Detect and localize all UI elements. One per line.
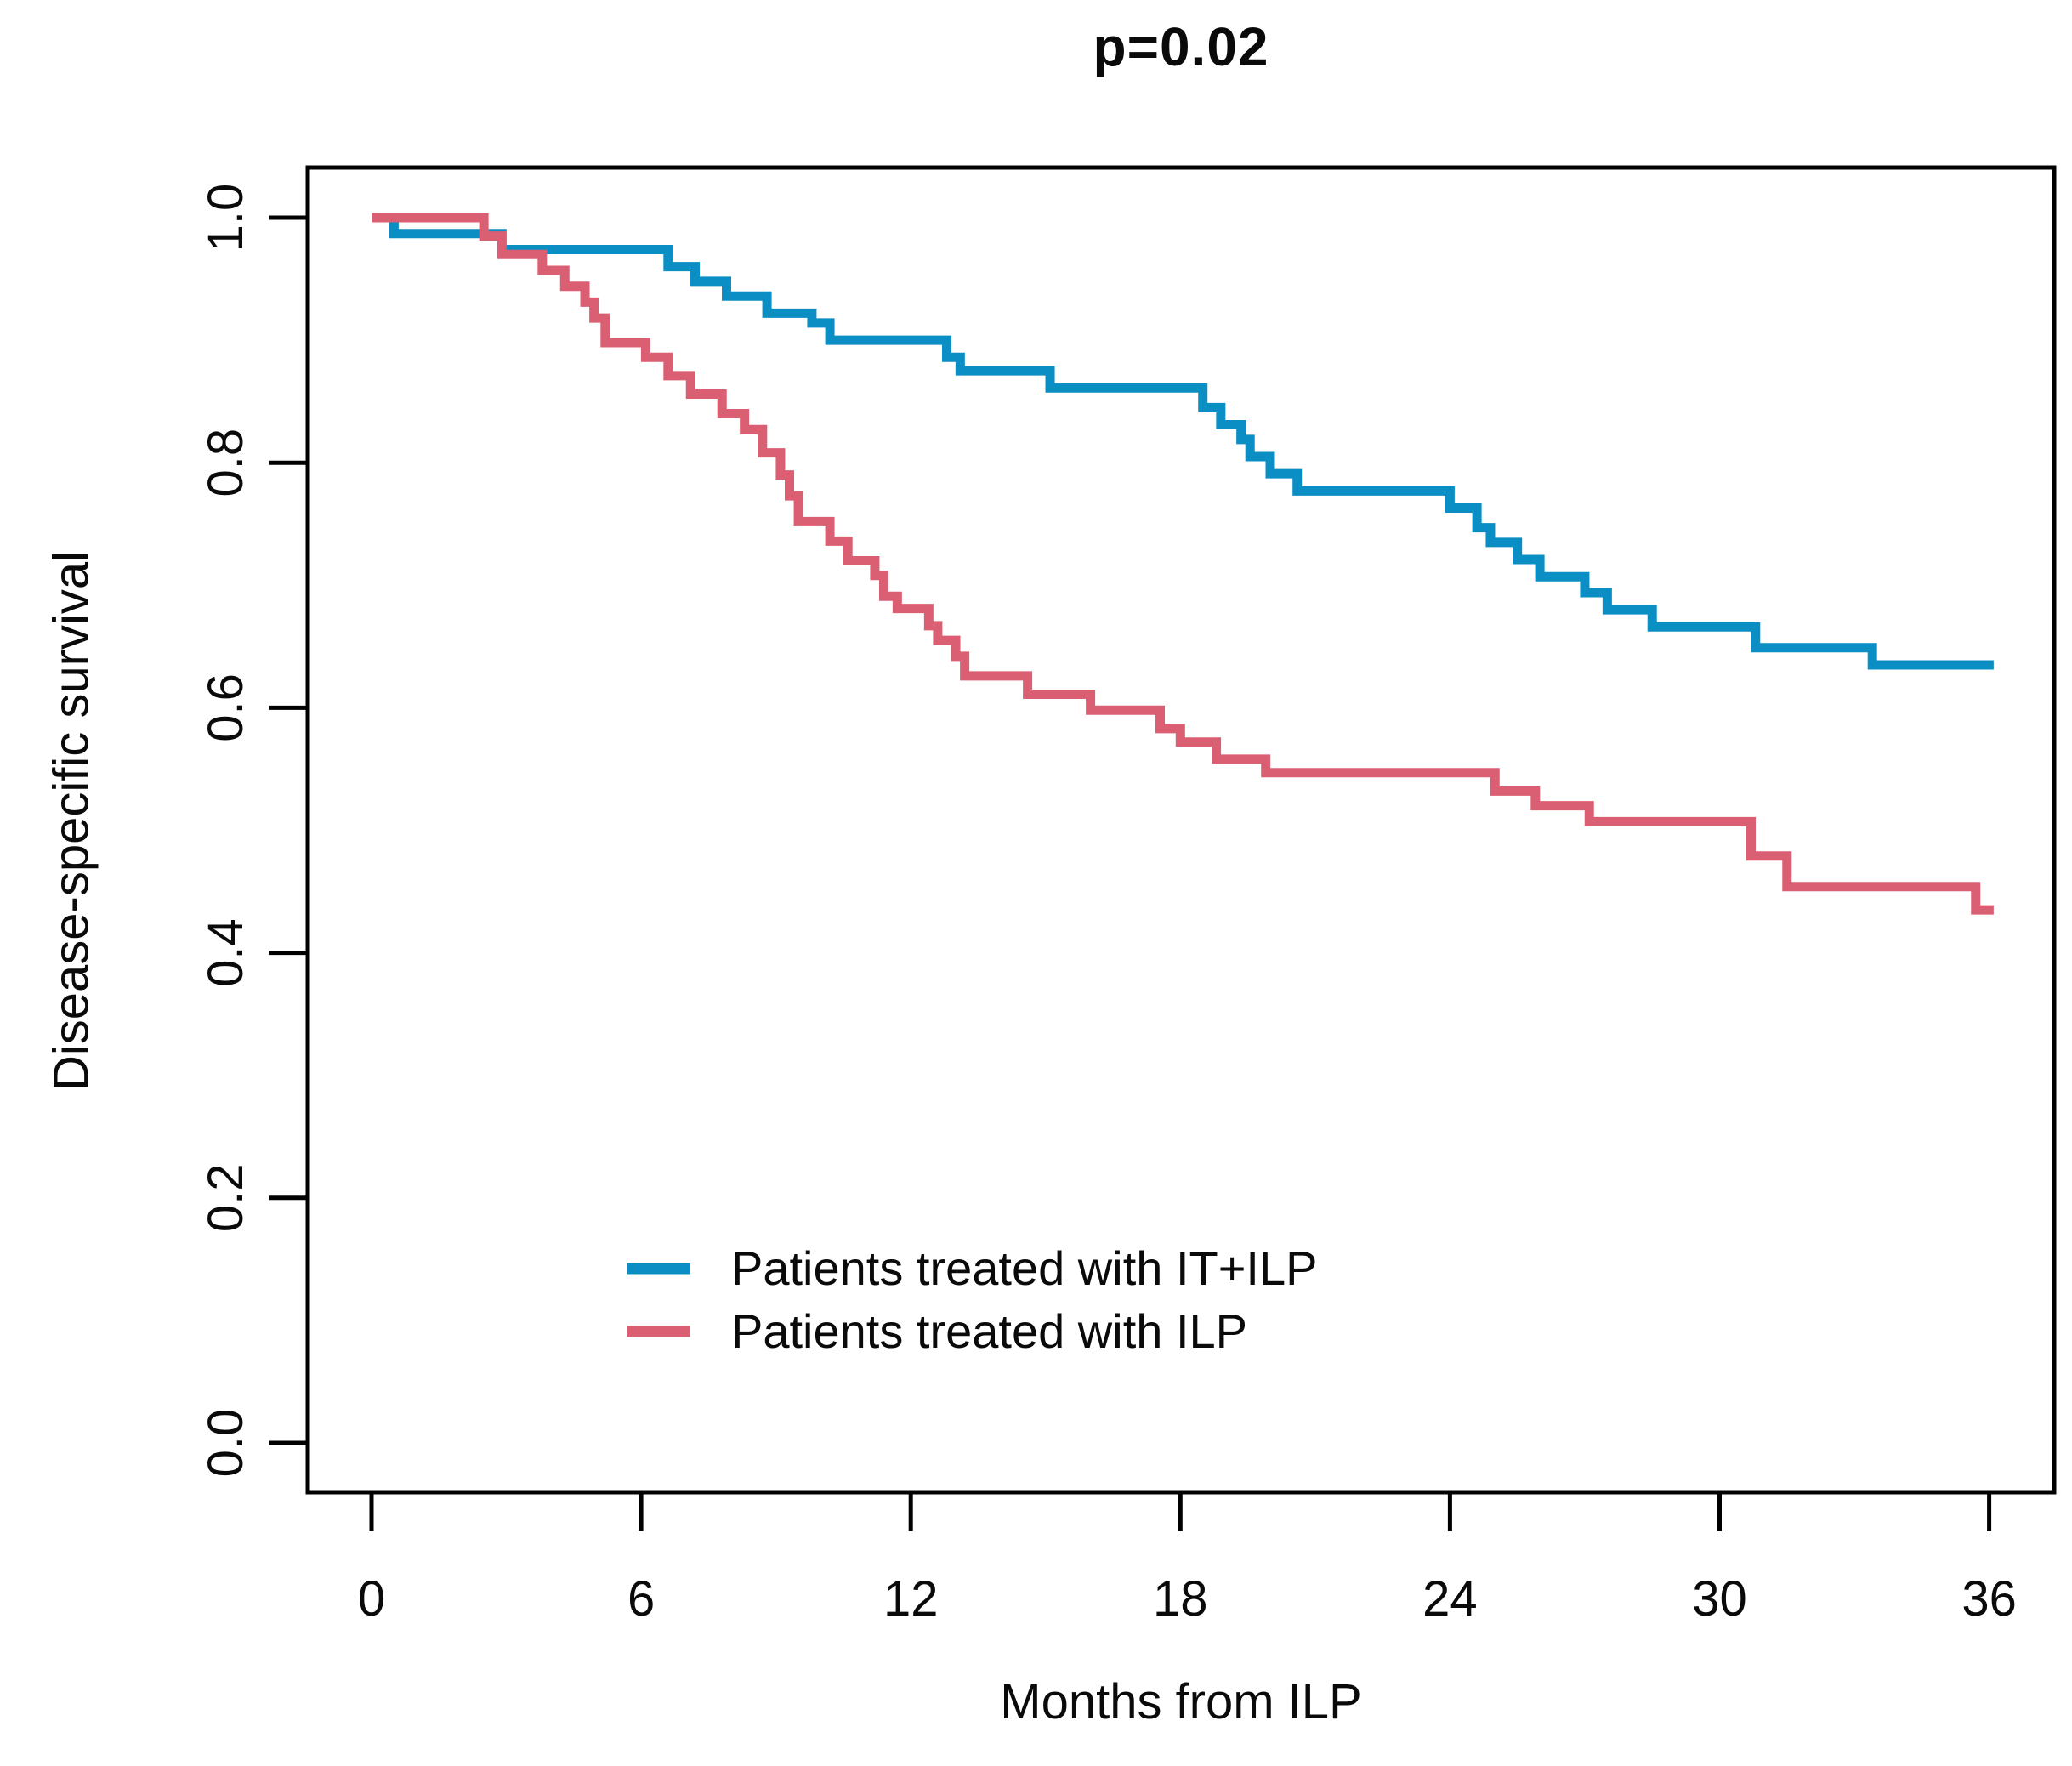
x-tick-label: 30 xyxy=(1692,1571,1747,1627)
legend-label: Patients treated with IT+ILP xyxy=(731,1241,1317,1295)
x-tick-label: 12 xyxy=(883,1571,939,1627)
y-axis-title: Disease-specific survival xyxy=(43,551,99,1091)
y-tick-label: 1.0 xyxy=(198,184,253,253)
x-tick-label: 0 xyxy=(358,1571,385,1627)
x-tick-label: 6 xyxy=(627,1571,655,1627)
survival-curve-it-ilp xyxy=(372,213,1994,670)
y-tick-label: 0.8 xyxy=(198,429,253,497)
x-tick-label: 36 xyxy=(1961,1571,2017,1627)
x-tick-label: 18 xyxy=(1153,1571,1208,1627)
y-tick-label: 0.6 xyxy=(198,673,253,742)
chart-title: p=0.02 xyxy=(1093,16,1269,77)
x-tick-label: 24 xyxy=(1422,1571,1478,1627)
y-tick-label: 0.2 xyxy=(198,1163,253,1232)
y-tick-label: 0.4 xyxy=(198,918,253,987)
legend-label: Patients treated with ILP xyxy=(731,1304,1247,1358)
y-tick-label: 0.0 xyxy=(198,1409,253,1478)
x-axis-title: Months from ILP xyxy=(1000,1674,1362,1729)
survival-curve-ilp xyxy=(372,213,1994,915)
